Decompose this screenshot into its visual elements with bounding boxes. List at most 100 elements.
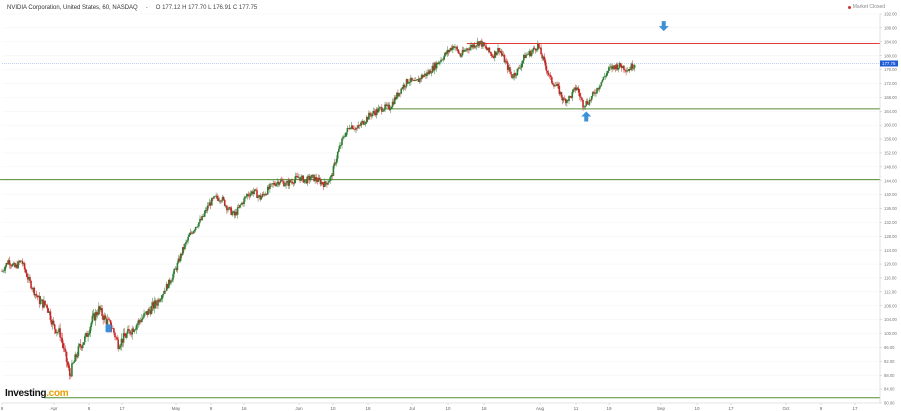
candle-body [575,87,578,91]
candle-body [587,104,590,105]
candle-body [112,328,114,329]
candle-body [63,348,66,350]
candle-body [458,52,461,54]
candle-body [143,313,145,318]
candle-body [116,337,118,340]
candle-body [466,48,468,51]
candle-body [605,73,608,77]
candle-body [16,264,18,269]
y-tick-label: 176.00 [884,67,897,72]
candle-body [556,84,559,86]
candle-body [11,264,14,267]
candle-body [7,260,10,265]
candle-body [527,54,529,55]
candle-body [476,41,479,46]
candle-body [20,260,23,262]
candle-body [121,338,124,343]
candle-body [103,315,106,320]
candle-body [60,337,62,339]
candle-body [173,269,175,275]
x-tick-label: Jun [295,406,303,411]
candle-body [377,108,380,113]
candle-body [1,271,3,272]
candle-body [179,253,182,262]
candle-body [393,97,396,105]
candle-body [562,98,565,101]
candle-body [271,183,273,185]
candle-body [91,315,94,323]
candle-body [583,106,585,108]
candle-body [77,346,80,356]
candle-body [383,109,385,111]
candle-body [498,47,500,52]
candle-body [613,65,616,67]
candle-body [326,183,328,185]
y-tick-label: 104.00 [884,317,897,322]
candle-body [275,183,278,186]
candle-body [344,136,347,137]
candle-body [602,76,605,80]
candle-body [538,43,540,48]
candle-body [297,176,299,178]
candle-body [406,79,409,84]
candle-body [501,53,504,56]
candle-body [582,100,584,108]
event-badge-icon [105,324,112,333]
candle-body [402,84,405,89]
candle-body [404,86,407,88]
x-tick-label: 9 [210,406,213,411]
candle-body [75,354,78,358]
candle-body [430,72,433,74]
candle-body [450,47,453,50]
arrow-down-icon [658,21,669,32]
candle-body [62,343,65,349]
candle-body [135,325,138,330]
candle-body [535,49,538,51]
candle-body [130,333,132,335]
candle-body [18,261,21,263]
candle-body [240,204,242,206]
candle-body [197,226,199,227]
candle-body [302,175,305,183]
candle-body [230,207,232,215]
candle-body [105,318,108,325]
candle-body [558,85,561,95]
candle-body [428,70,430,75]
candle-body [606,71,609,74]
candle-body [276,181,279,184]
y-tick-label: 160.00 [884,123,897,128]
candle-body [417,79,420,82]
candle-body [223,199,226,206]
candle-body [124,336,127,338]
candle-body [222,197,225,200]
candle-body [234,211,237,216]
candle-body [597,88,599,90]
candle-body [187,236,189,241]
candle-body [160,298,163,300]
candle-body [58,328,60,332]
candle-body [132,328,135,332]
candle-body [22,263,25,265]
x-tick-label: 9 [1,406,4,411]
candle-body [153,300,156,309]
y-tick-label: 168.00 [884,95,897,100]
y-tick-label: 140.00 [884,192,897,197]
candle-body [463,50,466,52]
candle-body [347,128,350,129]
candle-body [291,181,294,184]
candle-body [506,62,509,70]
candle-body [47,308,50,313]
y-tick-label: 124.00 [884,248,897,253]
candle-body [323,181,326,187]
candle-body [373,111,376,113]
candle-body [560,92,563,98]
candle-body [244,196,246,199]
candle-body [589,100,592,101]
candle-body [520,63,523,68]
candle-body [21,260,24,265]
candle-body [449,47,452,50]
symbol-label[interactable]: NVIDIA Corporation, United States, 60, N… [7,5,138,11]
candle-body [255,189,257,191]
candle-body [259,195,262,200]
